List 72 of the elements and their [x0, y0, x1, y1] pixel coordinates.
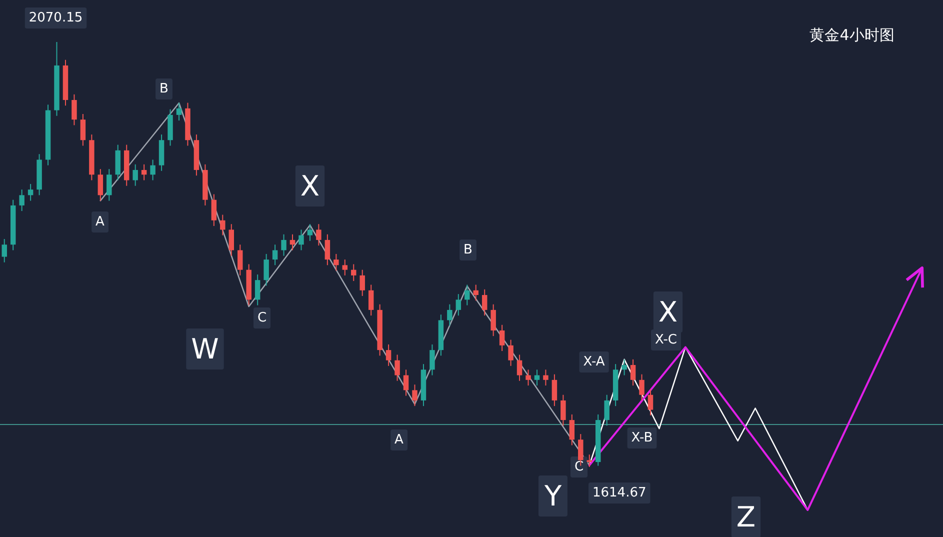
candlestick [272, 244, 278, 266]
candlestick [490, 304, 496, 337]
candlestick [394, 354, 400, 382]
candlestick [342, 259, 348, 276]
candlestick [290, 234, 296, 251]
chart-title: 黄金4小时图 [810, 26, 894, 44]
candlestick [176, 102, 182, 122]
candlestick [360, 269, 365, 296]
candlestick [534, 369, 540, 386]
candlestick [508, 339, 514, 366]
candlestick [72, 94, 77, 126]
candlestick [2, 238, 7, 263]
candlestick [254, 274, 260, 306]
annotation: X [300, 170, 320, 202]
annotation: 1614.67 [592, 486, 646, 500]
annotation: C [257, 310, 267, 326]
candlestick [473, 284, 478, 302]
annotation: 2070.15 [28, 10, 83, 26]
candlestick [106, 168, 112, 202]
candlestick [351, 264, 356, 282]
candlestick [569, 414, 575, 446]
candlestick [386, 344, 392, 366]
candlestick [403, 369, 409, 396]
candlestick [560, 394, 566, 426]
annotation: X-B [631, 430, 653, 446]
candlestick [499, 324, 505, 352]
candlestick [368, 284, 374, 316]
annotation: Z [736, 500, 756, 534]
annotation: X-C [654, 332, 678, 348]
candlestick [220, 214, 226, 236]
candlestick [324, 234, 330, 266]
candlestick [543, 369, 548, 386]
candlestick [412, 384, 418, 407]
candlestick [586, 454, 592, 468]
annotation: Y [543, 480, 562, 512]
candlestick [630, 358, 636, 386]
candlestick [456, 294, 462, 316]
candlestick [447, 304, 452, 326]
candlestick [211, 194, 217, 226]
annotation: A [96, 214, 105, 230]
candlestick [552, 374, 558, 407]
candlestick [132, 164, 138, 186]
annotation: B [464, 242, 472, 258]
candlestick [482, 288, 488, 316]
candlestick [316, 224, 322, 246]
candlestick [19, 189, 24, 212]
candlestick [307, 224, 313, 242]
annotation: X [658, 296, 678, 328]
annotation: B [160, 82, 168, 96]
candlestick [80, 113, 86, 146]
candlestick [430, 344, 435, 376]
annotation: C [574, 460, 584, 474]
annotation: W [191, 332, 219, 366]
candlestick [604, 394, 610, 426]
candlestick [228, 224, 234, 256]
candlestick [526, 369, 531, 386]
candlestick [150, 159, 156, 181]
candlestick [298, 229, 304, 251]
candlestick [648, 388, 654, 416]
candlestick [464, 284, 470, 306]
candlestick [622, 358, 627, 376]
candlestick [516, 354, 522, 382]
candlestick [237, 244, 243, 276]
candlestick [334, 253, 339, 272]
candlestick [28, 183, 34, 202]
candlestick [639, 374, 644, 401]
annotation: X-A [583, 354, 605, 370]
candlestick [281, 234, 286, 256]
candlestick [98, 168, 104, 202]
candlestick [141, 164, 147, 181]
annotation: A [394, 432, 404, 448]
candlestick [264, 253, 269, 286]
